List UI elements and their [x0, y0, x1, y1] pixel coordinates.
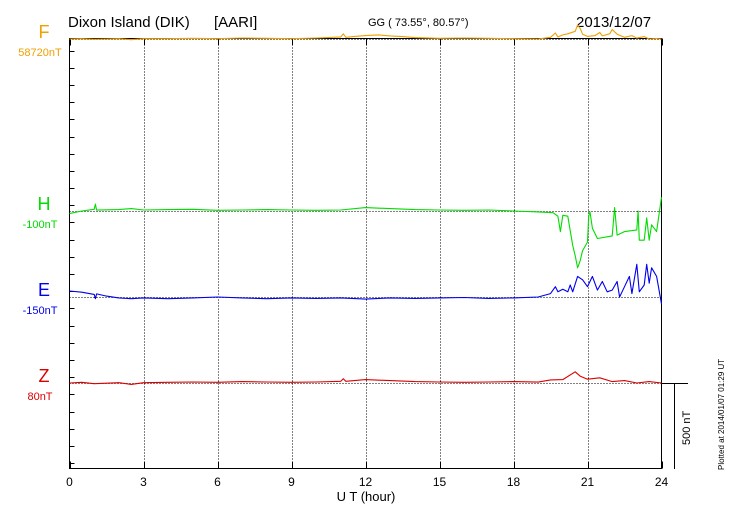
baseline-value-e: -150nT	[23, 305, 58, 317]
component-label-z: Z	[39, 366, 50, 386]
baselines	[69, 39, 662, 384]
x-tick-label-6: 6	[214, 475, 221, 489]
series-z-line	[69, 371, 662, 385]
x-tick-label-18: 18	[507, 475, 521, 489]
x-tick-label-21: 21	[581, 475, 595, 489]
series-h-line	[69, 197, 663, 269]
x-tick-labels: 0 3 6 9 12 15 18 21 24	[66, 475, 668, 489]
date: 2013/12/07	[576, 14, 652, 31]
x-tick-label-24: 24	[655, 475, 669, 489]
series-lines	[69, 24, 663, 385]
component-label-e: E	[38, 280, 50, 300]
scale-bar-group: 500 nT	[662, 383, 693, 469]
component-label-h: H	[38, 194, 51, 214]
series-e-line	[69, 263, 663, 304]
component-labels: F 58720nT H -100nT E -150nT Z 80nT	[18, 22, 62, 403]
vertical-grid	[144, 38, 589, 469]
plot-frame	[69, 38, 662, 469]
baseline-value-z: 80nT	[27, 391, 52, 403]
series-f-line	[69, 24, 662, 41]
x-tick-label-3: 3	[140, 475, 147, 489]
scale-bar-label: 500 nT	[681, 410, 693, 445]
x-tick-label-15: 15	[433, 475, 447, 489]
x-tick-label-9: 9	[288, 475, 295, 489]
plotted-timestamp: Plotted at 2014/01/07 01:29 UT	[717, 359, 726, 470]
x-axis-label: U T (hour)	[337, 489, 396, 504]
baseline-value-h: -100nT	[23, 219, 58, 231]
axis-ticks	[69, 38, 663, 469]
station-title: Dixon Island (DIK)	[68, 14, 190, 31]
data-source: [AARI]	[214, 14, 258, 31]
x-tick-label-12: 12	[359, 475, 373, 489]
component-label-f: F	[39, 22, 50, 42]
baseline-value-f: 58720nT	[18, 47, 62, 59]
station-coordinates: GG ( 73.55°, 80.57°)	[368, 17, 469, 29]
x-tick-label-0: 0	[66, 475, 73, 489]
